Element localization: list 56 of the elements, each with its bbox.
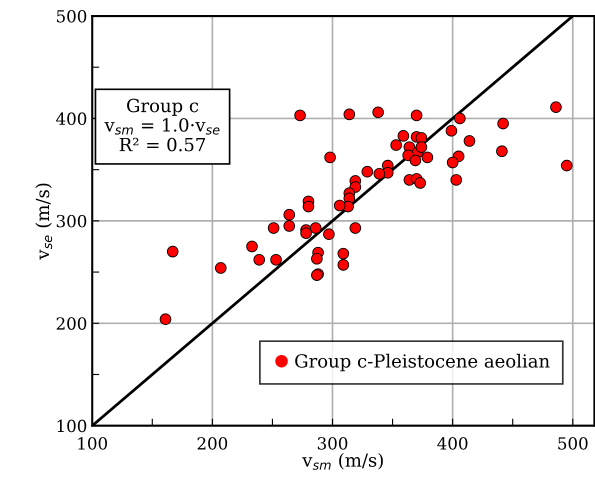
point [550, 101, 562, 113]
point [311, 252, 323, 265]
x-tick-label: 400 [437, 437, 468, 450]
point [300, 227, 312, 239]
point [324, 152, 336, 164]
point [246, 240, 258, 252]
point [496, 145, 508, 158]
point [302, 200, 314, 212]
x-tick-label: 300 [318, 437, 348, 450]
point [350, 222, 362, 234]
point [422, 152, 434, 164]
legend-label: Group c-Pleistocene aeolian [295, 354, 550, 372]
point [464, 135, 476, 147]
x-tick-label: 500 [558, 437, 588, 450]
y-tick-label: 300 [56, 214, 86, 228]
point [450, 174, 462, 186]
point [446, 124, 458, 137]
point [410, 154, 422, 166]
point [160, 313, 172, 325]
annotation: Group c [127, 98, 198, 116]
y-tick-label: 500 [56, 10, 86, 23]
point [374, 168, 386, 180]
point [334, 200, 346, 212]
point [253, 254, 266, 266]
y-axis-title: v$_{se}$ (m/s) [35, 184, 52, 260]
x-tick-label: 200 [198, 437, 228, 450]
point [270, 254, 282, 266]
y-tick-label: 400 [56, 112, 86, 126]
point [214, 262, 227, 274]
point [294, 110, 306, 122]
point [560, 160, 573, 172]
point [166, 246, 179, 258]
point [454, 112, 466, 124]
x-tick-label: 100 [78, 437, 108, 450]
point [497, 118, 509, 130]
point [446, 156, 458, 168]
point [414, 177, 426, 189]
y-tick-label: 200 [56, 317, 86, 330]
point [338, 248, 350, 260]
point [344, 108, 356, 120]
point [410, 110, 422, 122]
point [372, 106, 384, 118]
point [390, 139, 402, 151]
point [323, 228, 335, 240]
point [362, 166, 374, 178]
point [338, 259, 350, 271]
annotation: v$_{sm}$ = 1.0·v$_{se}$ [104, 118, 220, 135]
point [310, 222, 322, 234]
point [283, 208, 296, 221]
point [283, 220, 296, 232]
y-tick-label: 100 [58, 420, 86, 432]
point [398, 130, 410, 142]
point [268, 222, 280, 234]
annotation: R² = 0.57 [120, 138, 206, 152]
point [416, 141, 428, 153]
x-axis-title: v$_{sm}$ (m/s) [302, 452, 383, 470]
